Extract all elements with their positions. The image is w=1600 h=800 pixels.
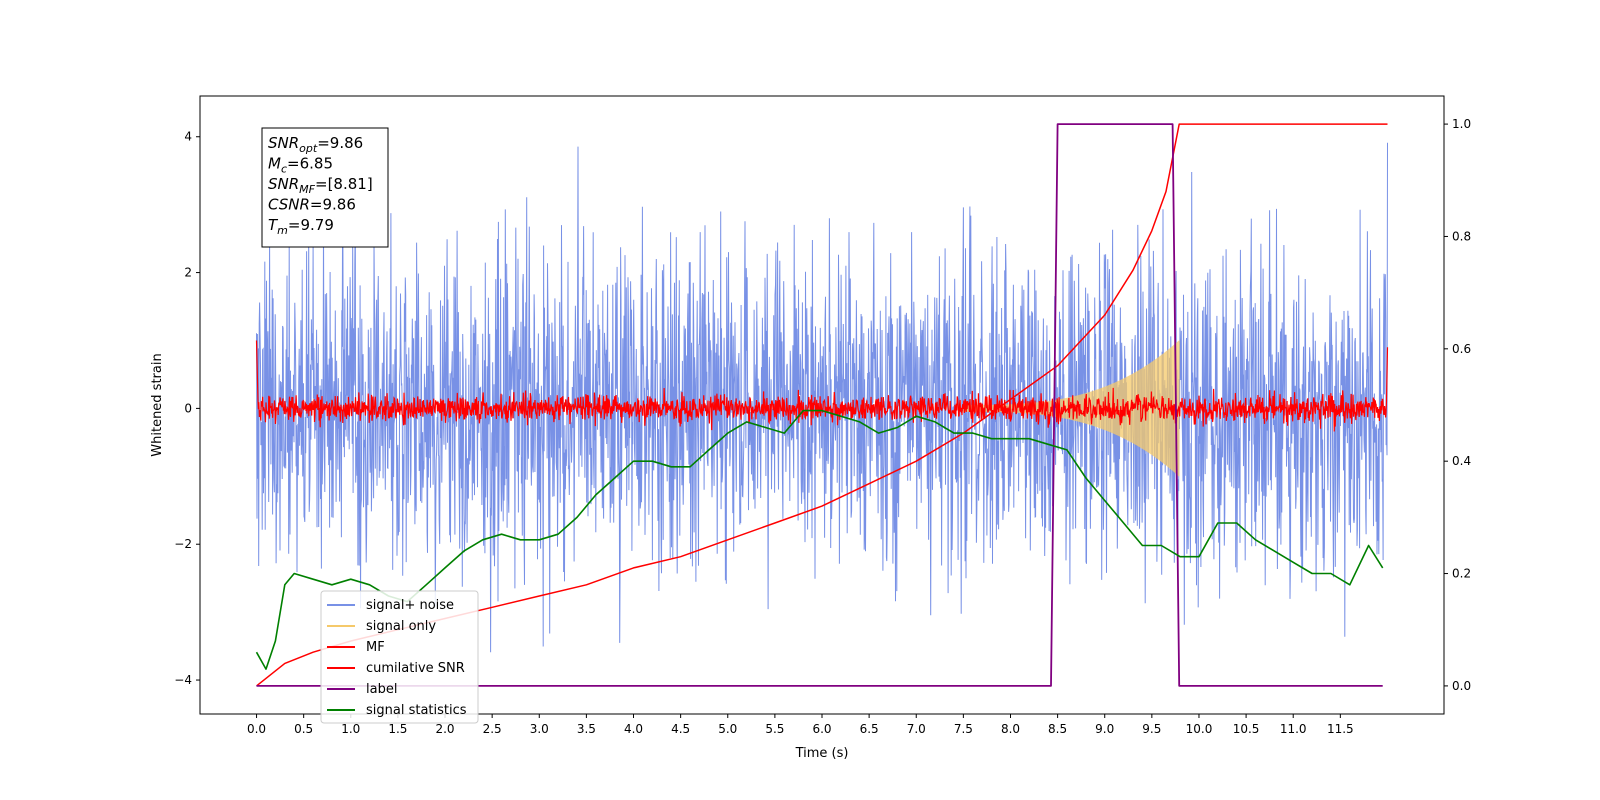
x-tick-label: 10.0 bbox=[1186, 722, 1213, 736]
legend-frame bbox=[320, 590, 479, 724]
legend-entry: MF bbox=[366, 640, 385, 655]
series-label bbox=[256, 123, 1383, 687]
x-tick-label: 5.0 bbox=[718, 722, 737, 736]
y-tick-label: 2 bbox=[184, 266, 192, 280]
x-tick-label: 3.0 bbox=[530, 722, 549, 736]
y-axis-left: 4 2 0 −2 −4 bbox=[174, 130, 200, 687]
y-tick-label: −2 bbox=[174, 537, 192, 551]
x-tick-label: 2.0 bbox=[435, 722, 454, 736]
annotation-line: SNRMF=[8.81] bbox=[268, 175, 373, 196]
x-tick-label: 10.5 bbox=[1233, 722, 1260, 736]
y2-tick-label: 1.0 bbox=[1452, 117, 1471, 131]
y2-tick-label: 0.6 bbox=[1452, 342, 1471, 356]
y2-tick-label: 0.8 bbox=[1452, 229, 1471, 243]
annotation-line: Tm=9.79 bbox=[268, 216, 334, 237]
y-tick-label: 4 bbox=[184, 130, 192, 144]
legend: signal+ noise signal only MF cumilative SNR… bbox=[320, 590, 479, 724]
x-tick-label: 9.5 bbox=[1142, 722, 1161, 736]
legend-entry: signal+ noise bbox=[366, 598, 454, 613]
x-tick-label: 3.5 bbox=[577, 722, 596, 736]
x-tick-label: 7.5 bbox=[954, 722, 973, 736]
x-tick-label: 2.5 bbox=[483, 722, 502, 736]
x-axis-label: Time (s) bbox=[795, 746, 849, 761]
y2-tick-label: 0.4 bbox=[1452, 454, 1471, 468]
annotation-line: SNRopt=9.86 bbox=[268, 134, 363, 155]
x-tick-label: 7.0 bbox=[907, 722, 926, 736]
x-tick-label: 4.0 bbox=[624, 722, 643, 736]
x-tick-label: 6.0 bbox=[812, 722, 831, 736]
x-tick-label: 1.0 bbox=[341, 722, 360, 736]
x-tick-label: 6.5 bbox=[860, 722, 879, 736]
legend-entry: cumilative SNR bbox=[366, 661, 465, 676]
x-tick-label: 0.5 bbox=[294, 722, 313, 736]
annotation-line: CSNR=9.86 bbox=[268, 196, 356, 214]
x-tick-label: 8.0 bbox=[1001, 722, 1020, 736]
legend-entry: label bbox=[366, 682, 397, 697]
x-tick-label: 0.0 bbox=[247, 722, 266, 736]
x-tick-label: 9.0 bbox=[1095, 722, 1114, 736]
y2-tick-label: 0.2 bbox=[1452, 567, 1471, 581]
annotation-frame bbox=[261, 127, 389, 248]
y2-tick-label: 0.0 bbox=[1452, 679, 1471, 693]
y-axis-right: 1.0 0.8 0.6 0.4 0.2 0.0 bbox=[1444, 117, 1471, 693]
y-tick-label: 0 bbox=[184, 401, 192, 415]
x-tick-label: 11.5 bbox=[1327, 722, 1354, 736]
series-mf bbox=[255, 340, 1389, 432]
x-axis: 0.0 0.5 1.0 1.5 2.0 2.5 3.0 3.5 4.0 4.5 5.0 5.5 6.0 6… bbox=[247, 714, 1354, 736]
legend-entry: signal statistics bbox=[366, 703, 467, 718]
x-tick-label: 8.5 bbox=[1048, 722, 1067, 736]
annotation-line: Mc=6.85 bbox=[268, 155, 333, 176]
x-tick-label: 4.5 bbox=[671, 722, 690, 736]
x-tick-label: 11.0 bbox=[1280, 722, 1307, 736]
y-tick-label: −4 bbox=[174, 673, 192, 687]
y-axis-label: Whitened strain bbox=[150, 353, 165, 456]
series-signal-noise bbox=[256, 142, 1388, 653]
x-tick-label: 1.5 bbox=[388, 722, 407, 736]
x-tick-label: 5.5 bbox=[765, 722, 784, 736]
legend-entry: signal only bbox=[366, 619, 436, 634]
